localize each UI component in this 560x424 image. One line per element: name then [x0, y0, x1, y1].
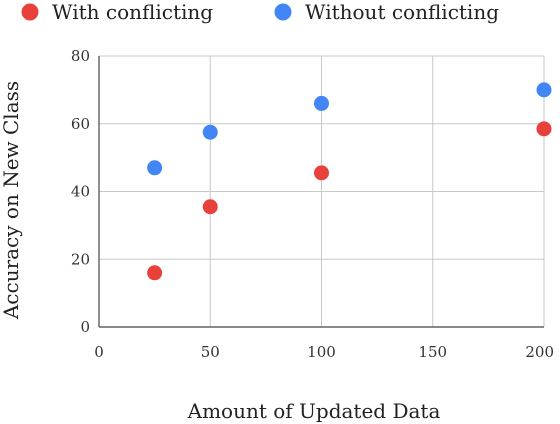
data-point	[536, 121, 552, 137]
x-tick-label: 100	[307, 343, 336, 361]
y-axis-title: Accuracy on New Class	[0, 81, 23, 320]
x-tick-label: 150	[418, 343, 447, 361]
legend-label: With conflicting	[52, 0, 213, 24]
data-point	[202, 199, 218, 215]
data-points	[147, 82, 552, 281]
y-tick-label: 40	[71, 183, 90, 201]
data-point	[536, 82, 552, 98]
legend-label: Without conflicting	[305, 0, 499, 24]
y-tick-label: 0	[80, 318, 90, 336]
data-point	[202, 124, 218, 140]
y-tick-label: 60	[71, 115, 90, 133]
legend-marker	[274, 3, 292, 21]
x-tick-label: 0	[94, 343, 104, 361]
tick-labels: 0 20 40 60 80 0 50 100 150 200	[71, 47, 554, 361]
y-tick-label: 80	[71, 47, 90, 65]
data-point	[314, 95, 329, 111]
x-tick-label: 50	[201, 343, 220, 361]
data-point	[147, 160, 163, 176]
axes	[98, 56, 544, 328]
data-point	[147, 265, 163, 281]
legend-marker	[21, 3, 39, 21]
x-tick-label: 200	[525, 343, 554, 361]
legend: With conflicting Without conflicting	[21, 0, 499, 24]
y-tick-label: 20	[71, 250, 90, 268]
data-point	[314, 165, 329, 181]
x-axis-title: Amount of Updated Data	[187, 399, 441, 423]
